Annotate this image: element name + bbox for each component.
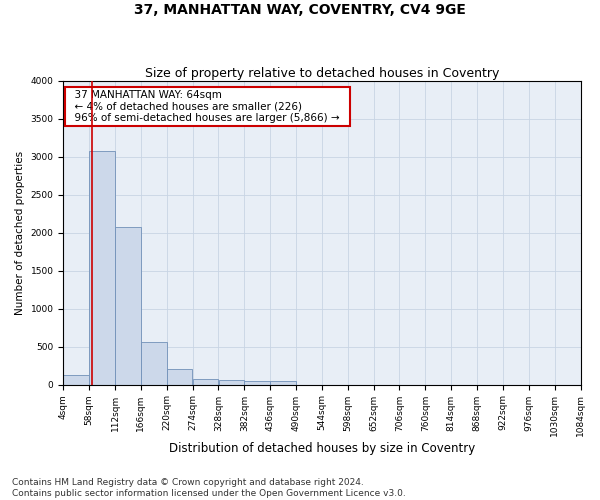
Bar: [218, 380, 244, 384]
Bar: [167, 368, 193, 384]
Title: Size of property relative to detached houses in Coventry: Size of property relative to detached ho…: [145, 66, 499, 80]
Bar: [244, 381, 270, 384]
Bar: [270, 381, 296, 384]
X-axis label: Distribution of detached houses by size in Coventry: Distribution of detached houses by size …: [169, 442, 475, 455]
Bar: [141, 342, 167, 384]
Text: 37 MANHATTAN WAY: 64sqm  
  ← 4% of detached houses are smaller (226)  
  96% of: 37 MANHATTAN WAY: 64sqm ← 4% of detached…: [68, 90, 347, 123]
Y-axis label: Number of detached properties: Number of detached properties: [15, 150, 25, 314]
Text: Contains HM Land Registry data © Crown copyright and database right 2024.
Contai: Contains HM Land Registry data © Crown c…: [12, 478, 406, 498]
Bar: [89, 150, 115, 384]
Bar: [193, 378, 218, 384]
Bar: [64, 376, 89, 384]
Text: 37, MANHATTAN WAY, COVENTRY, CV4 9GE: 37, MANHATTAN WAY, COVENTRY, CV4 9GE: [134, 2, 466, 16]
Bar: [115, 226, 141, 384]
